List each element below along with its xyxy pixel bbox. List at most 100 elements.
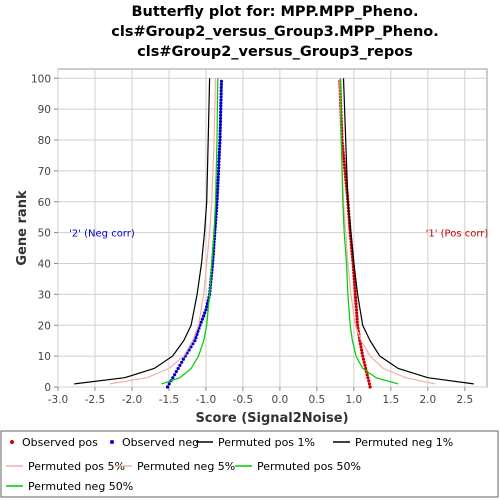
data-point [360,351,364,355]
data-point [219,107,223,111]
series-permuted-pos-1pct [342,78,474,385]
data-point [218,141,222,145]
data-point [165,385,170,389]
data-point [343,172,347,176]
y-tick-label: 90 [38,104,51,116]
data-point [219,104,223,108]
series-line [161,78,219,385]
legend-label: Permuted neg 1% [355,436,453,449]
data-point [217,160,221,164]
data-point [356,323,360,327]
data-point [355,320,359,324]
data-point [215,197,219,201]
data-point [342,163,346,167]
data-point [216,172,220,176]
data-point [353,292,357,296]
data-point [180,360,184,364]
data-point [217,166,221,170]
data-point [216,169,221,173]
data-point [204,308,208,312]
data-point [358,342,362,346]
data-point [359,345,363,349]
data-point [342,160,346,164]
data-point [189,345,193,349]
data-point [355,311,359,315]
data-point [366,376,370,380]
series-permuted-neg-5pct [109,78,217,385]
data-point [365,373,369,377]
series-permuted-neg-1pct [74,78,211,385]
y-tick-label: 20 [38,320,51,332]
data-point [219,98,223,102]
legend-item-permuted-pos-50pct: Permuted pos 50% [235,460,361,473]
data-point [360,348,364,352]
y-tick-label: 100 [31,73,51,85]
legend-label: Permuted neg 5% [137,460,235,473]
x-axis-label: Score (Signal2Noise) [195,411,348,426]
data-point [216,178,220,182]
data-point [354,295,358,300]
data-point [191,342,195,346]
data-point [217,147,222,151]
data-point [362,360,366,364]
chart-title: Butterfly plot for: MPP.MPP_Pheno. cls#G… [111,4,439,60]
y-tick-label: 50 [38,228,51,240]
data-point [200,317,204,321]
y-tick-label: 40 [38,259,51,271]
data-point [218,129,222,133]
data-point [363,363,367,367]
legend-item-permuted-neg-1pct: Permuted neg 1% [333,436,453,449]
data-point [216,187,220,191]
data-point [354,299,358,303]
y-tick-label: 80 [38,135,51,147]
data-point [218,126,222,130]
series-line [342,78,474,385]
legend-item-permuted-pos-5pct: Permuted pos 5% [6,460,125,473]
x-axis-ticks: -3.0 -2.5 -2.0 -1.5 -1.0 -0.5 0.0 0.5 1.0 1.5 2.0 2… [48,387,473,406]
legend-item-permuted-neg-5pct: Permuted neg 5% [115,460,235,473]
x-tick-label: 2.0 [419,394,436,406]
x-tick-label: 0.5 [309,394,326,406]
annotations: '2' (Neg corr) '1' (Pos corr) [69,229,488,240]
legend-label: Observed neg [122,436,199,449]
data-point [353,283,357,287]
data-point [352,280,357,284]
data-point [202,314,206,318]
data-point [219,92,223,96]
y-axis-ticks: 0 10 20 30 40 50 60 70 80 90 100 [31,73,58,394]
annotation-pos-corr: '1' (Pos corr) [426,229,489,240]
data-point [218,132,222,136]
x-tick-label: 0.0 [272,394,289,406]
data-point [217,163,221,167]
data-point [195,332,199,337]
data-point [218,138,222,142]
data-point [353,286,357,290]
series-line [339,78,399,385]
legend-item-observed-pos: Observed pos [10,436,98,449]
data-point [219,95,223,99]
data-point [354,302,358,306]
data-point [215,200,219,204]
x-tick-label: -2.0 [122,394,143,406]
series-line [74,78,211,385]
data-point [353,289,357,293]
legend: Observed pos Observed neg Permuted pos 1% P… [6,436,453,493]
legend-item-permuted-neg-50pct: Permuted neg 50% [6,480,133,493]
data-point [219,82,223,86]
data-point [178,363,182,367]
legend-label: Permuted pos 50% [257,460,361,473]
annotation-neg-corr: '2' (Neg corr) [69,229,135,240]
data-point [174,370,178,374]
data-point [217,156,221,161]
data-point [342,156,346,161]
series-layer [74,78,474,389]
grid [57,69,487,388]
data-point [354,308,359,312]
data-point [355,317,359,321]
data-point [167,382,171,386]
data-point [354,305,358,309]
data-point [341,153,346,157]
y-tick-label: 30 [38,289,51,301]
legend-label: Permuted pos 1% [218,436,315,449]
